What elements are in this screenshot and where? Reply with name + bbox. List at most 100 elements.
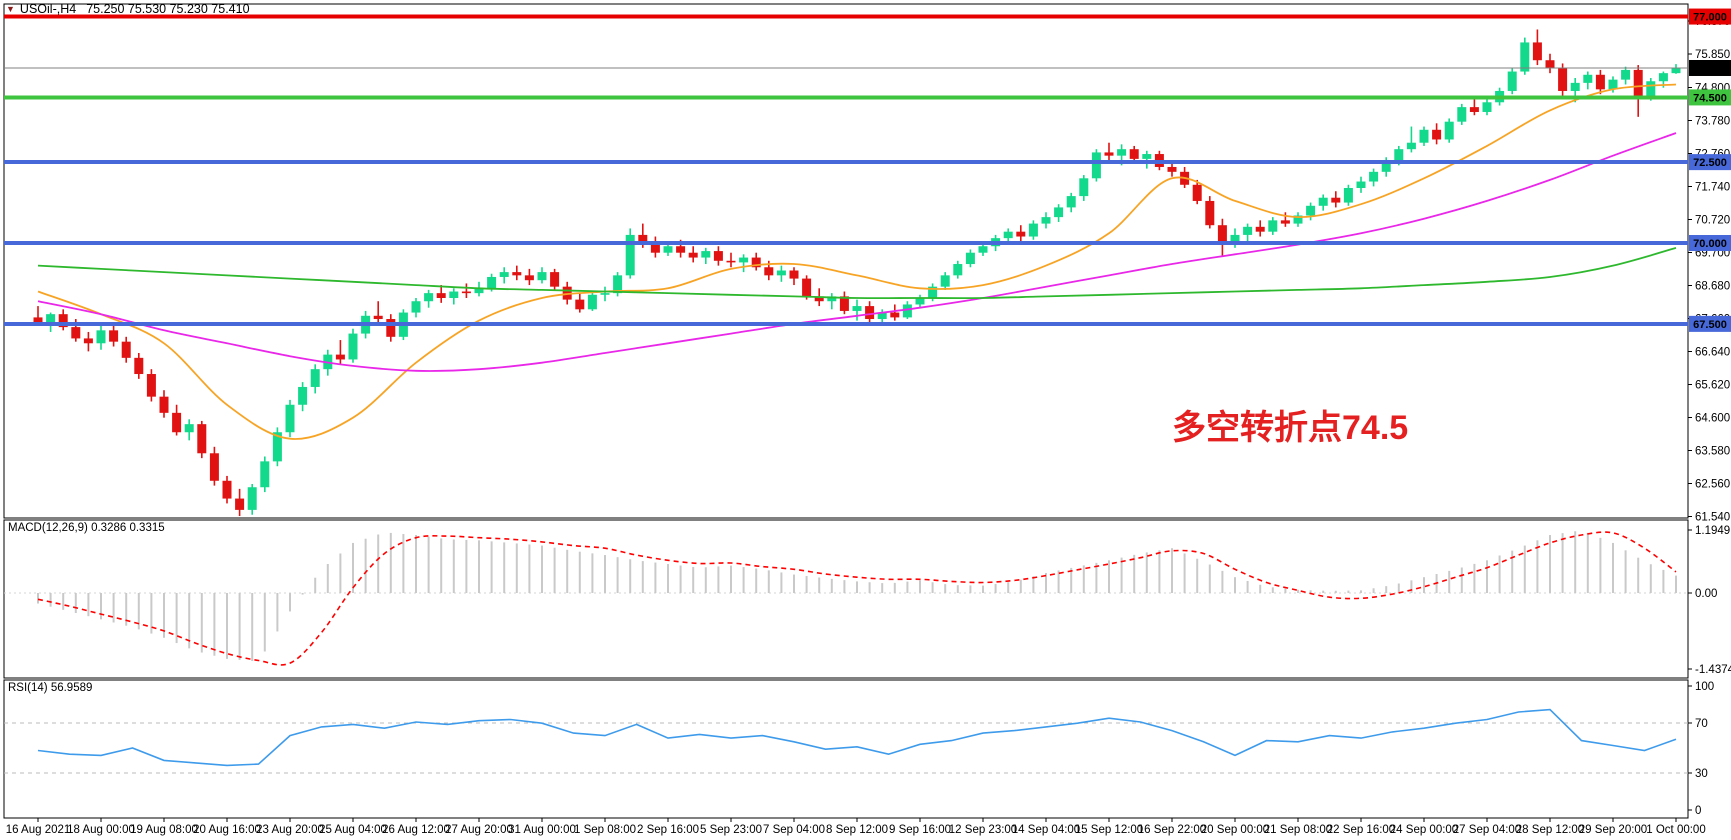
time-axis[interactable] [4, 818, 1688, 840]
macd-histogram [37, 531, 1677, 661]
candle [1028, 220, 1038, 240]
candle [172, 404, 182, 436]
time-label: 20 Aug 16:00 [193, 824, 261, 836]
candle [650, 236, 660, 258]
candle [802, 275, 812, 300]
symbol-period-label: USOil-,H4 [19, 2, 77, 16]
time-label: 16 Sep 22:00 [1138, 824, 1206, 836]
candle [940, 272, 950, 290]
candle [499, 267, 509, 284]
candle [1406, 126, 1416, 153]
candle [1532, 29, 1542, 66]
candle [852, 299, 862, 321]
candle [890, 304, 900, 321]
candle [865, 301, 875, 323]
candle [1457, 103, 1467, 125]
macd-tick: 1.1949 [1695, 525, 1730, 537]
candle [550, 268, 560, 290]
ma-mid-line [37, 132, 1677, 372]
price-badge-67.500: 67.500 [1689, 315, 1731, 332]
candle [1217, 218, 1227, 256]
candle [1583, 71, 1593, 90]
candle [575, 293, 585, 313]
candle [915, 294, 925, 308]
candle [96, 325, 106, 350]
candle [1444, 118, 1454, 143]
price-tick: 70.720 [1695, 215, 1730, 227]
candle [235, 488, 245, 517]
candle [1545, 53, 1555, 74]
time-label: 1 Oct 00:00 [1646, 824, 1705, 836]
candle [625, 228, 635, 279]
time-label: 25 Aug 04:00 [319, 824, 387, 836]
price-tick: 65.620 [1695, 380, 1730, 392]
rsi-tick: 30 [1695, 768, 1708, 780]
candle [739, 254, 749, 273]
candle [1192, 179, 1202, 205]
price-tick: 68.680 [1695, 281, 1730, 293]
symbol-dropdown-icon[interactable]: ▼ [6, 4, 15, 14]
candle [1595, 69, 1605, 95]
candle [827, 293, 837, 310]
svg-text:77.000: 77.000 [1693, 12, 1727, 24]
candle [1091, 149, 1101, 182]
candle [1621, 66, 1631, 85]
rsi-tick: 0 [1695, 805, 1701, 817]
candle [1255, 220, 1265, 237]
svg-text:67.500: 67.500 [1693, 319, 1727, 331]
candle [1482, 97, 1492, 116]
candle [587, 291, 597, 311]
candle [247, 484, 257, 515]
time-label: 7 Sep 04:00 [763, 824, 825, 836]
time-label: 29 Sep 20:00 [1579, 824, 1647, 836]
candle [1054, 204, 1064, 222]
candle [1633, 65, 1643, 117]
candle [411, 297, 421, 318]
price-badge-74.500: 74.500 [1689, 89, 1731, 106]
candle [1318, 194, 1328, 211]
time-label: 19 Aug 08:00 [130, 824, 198, 836]
price-tick: 64.600 [1695, 413, 1730, 425]
price-axis[interactable] [1688, 4, 1731, 818]
candle [600, 286, 610, 302]
time-label: 28 Sep 12:00 [1516, 824, 1584, 836]
time-label: 18 Aug 00:00 [67, 824, 135, 836]
candle [1079, 175, 1089, 201]
time-label: 21 Sep 08:00 [1264, 824, 1332, 836]
price-tick: 66.640 [1695, 347, 1730, 359]
time-label: 5 Sep 23:00 [700, 824, 762, 836]
candle [109, 323, 119, 347]
candle [134, 352, 144, 379]
ohlc-readout: 75.250 75.530 75.230 75.410 [86, 2, 250, 16]
candle [146, 369, 156, 402]
price-tick: 61.540 [1695, 512, 1730, 524]
price-tick: 75.850 [1695, 49, 1730, 61]
price-badge-72.500: 72.500 [1689, 154, 1731, 171]
time-label: 8 Sep 12:00 [826, 824, 888, 836]
candle [1243, 223, 1253, 242]
time-label: 1 Sep 08:00 [574, 824, 636, 836]
candle [58, 309, 68, 331]
candle [335, 340, 345, 365]
candle [726, 252, 736, 268]
candle [688, 246, 698, 263]
candle [713, 246, 723, 266]
price-tick: 73.780 [1695, 116, 1730, 128]
candle [1671, 64, 1681, 74]
time-label: 26 Aug 12:00 [382, 824, 450, 836]
current-price-badge: 75.410 [1689, 59, 1731, 76]
time-label: 15 Sep 12:00 [1075, 824, 1143, 836]
candle [1280, 212, 1290, 227]
candle [1331, 191, 1341, 208]
candle [461, 283, 471, 298]
candle [965, 249, 975, 268]
time-label: 9 Sep 16:00 [889, 824, 951, 836]
candle [1066, 192, 1076, 213]
svg-text:70.000: 70.000 [1693, 238, 1727, 250]
candle [272, 427, 282, 467]
macd-tick: 0.00 [1695, 588, 1717, 600]
time-label: 24 Sep 00:00 [1390, 824, 1458, 836]
rsi-line [37, 708, 1677, 767]
